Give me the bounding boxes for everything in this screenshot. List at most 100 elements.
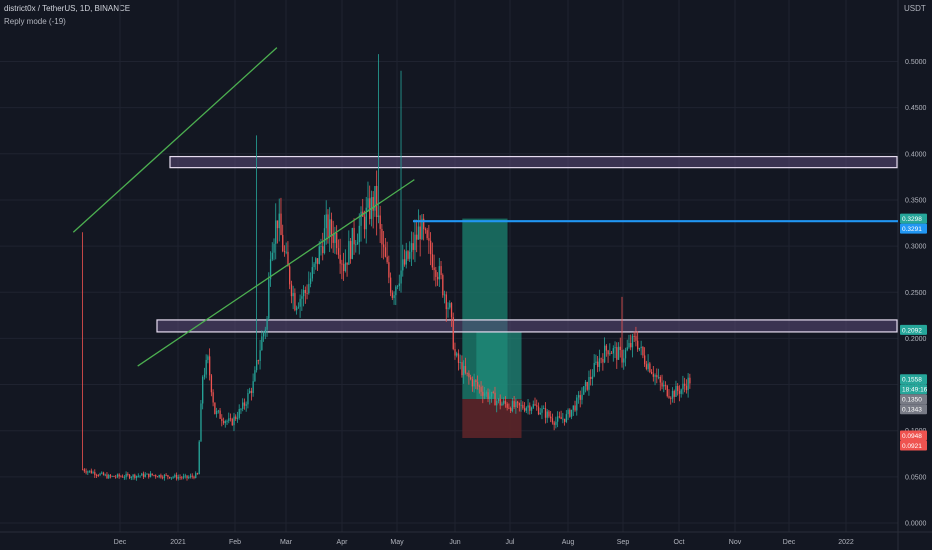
candle-body (668, 396, 670, 398)
candle-body (348, 241, 350, 265)
price-badge-text: 0.3291 (902, 226, 922, 233)
candle-body (355, 244, 357, 246)
price-tick-label: 0.5000 (905, 59, 927, 66)
candle-body (384, 247, 387, 257)
candle-body (424, 229, 427, 231)
candle-body (428, 238, 430, 241)
candle-body (654, 375, 656, 377)
candle-body (341, 263, 343, 265)
sr-zone (156, 319, 898, 333)
candle-body (276, 220, 279, 229)
candle-body (196, 473, 199, 475)
candle-body (254, 370, 256, 382)
candle-body (461, 362, 463, 376)
candle-body (214, 402, 216, 415)
candle-body (146, 473, 148, 475)
candle-body (570, 409, 573, 417)
candle-body (175, 475, 178, 479)
stop-zone (462, 399, 522, 438)
candle-body (261, 336, 263, 351)
candle-body (616, 347, 618, 360)
candle-body (391, 292, 394, 298)
candle-body (617, 346, 620, 360)
candle-body (506, 403, 508, 408)
candle-body (402, 259, 404, 271)
candle-body (511, 401, 514, 412)
candle-body (671, 390, 674, 399)
candle-body (85, 471, 87, 473)
candle-body (555, 421, 557, 425)
candle-body (372, 197, 374, 211)
candle-body (657, 377, 660, 378)
price-badge-text: 0.2092 (902, 327, 922, 334)
candle-body (661, 382, 663, 387)
candle-body (650, 371, 653, 374)
candle-body (217, 410, 220, 412)
candle-body (602, 359, 604, 363)
candle-body (386, 256, 388, 263)
candle-body (285, 251, 287, 253)
candle-body (560, 416, 562, 420)
candle-body (577, 395, 580, 398)
candle-body (389, 277, 392, 293)
candle-body (487, 392, 489, 399)
candle-body (167, 475, 169, 477)
candle-body (228, 418, 230, 421)
candle-body (576, 397, 578, 411)
candle-body (527, 405, 529, 408)
candle-body (170, 477, 173, 479)
candle-body (88, 470, 91, 472)
candle-body (517, 401, 519, 404)
candle-body (452, 317, 454, 349)
candle-body (186, 475, 188, 479)
candle-body (125, 474, 127, 478)
reply-mode-label[interactable]: Reply mode (-19) (4, 17, 66, 26)
candle-body (659, 377, 661, 383)
candle-body (504, 400, 507, 404)
candle-body (499, 398, 501, 406)
candle-body (304, 290, 307, 294)
candle-body (388, 262, 390, 278)
candle-body (494, 392, 496, 406)
candle-body (675, 386, 677, 397)
candle-body (503, 400, 505, 404)
candle-body (581, 394, 583, 400)
candle-body (299, 298, 301, 307)
candle-body (179, 477, 181, 478)
candle-body (268, 279, 270, 319)
candle-body (111, 476, 113, 477)
price-badge (900, 213, 927, 224)
candle-body (492, 392, 494, 393)
candle-body (621, 350, 623, 363)
candle-body (520, 404, 522, 406)
candle-body (565, 414, 568, 422)
candle-body (296, 307, 298, 311)
candle-body (539, 412, 541, 415)
price-badge (900, 440, 927, 451)
candle-body (330, 219, 333, 235)
candle-body (574, 405, 576, 411)
candle-body (219, 410, 221, 419)
candle-body (148, 473, 150, 478)
candle-body (433, 267, 435, 271)
price-badge-text: 0.0948 (902, 433, 922, 440)
candle-body (584, 381, 587, 387)
candle-body (198, 441, 200, 475)
candle-body (464, 366, 467, 373)
candle-body (482, 391, 484, 396)
candle-body (283, 251, 286, 252)
candle-body (207, 356, 209, 360)
candle-body (475, 380, 477, 383)
candle-body (463, 366, 465, 376)
candle-body (325, 214, 327, 229)
candle-body (635, 336, 637, 341)
candle-body (212, 392, 214, 403)
candle-body (544, 408, 547, 418)
candle-body (379, 215, 381, 229)
candle-body (400, 270, 402, 284)
candle-body (682, 383, 684, 390)
candle-body (193, 476, 195, 478)
candle-body (407, 251, 409, 259)
currency-label: USDT (904, 4, 926, 13)
